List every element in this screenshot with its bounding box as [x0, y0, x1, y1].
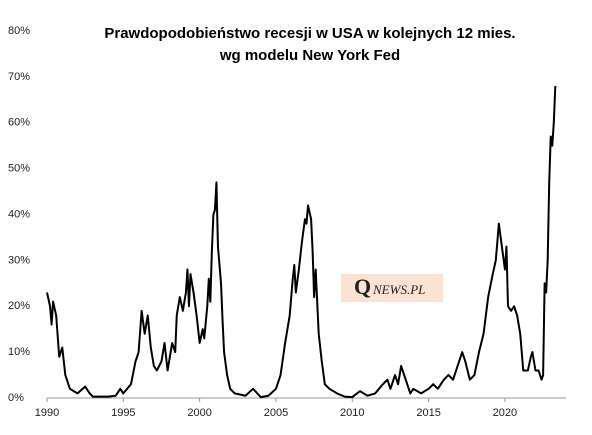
y-tick-label: 60%: [8, 117, 30, 129]
logo: NEWS.PL: [372, 282, 425, 297]
logo-box: [341, 274, 443, 302]
y-tick-label: 70%: [8, 71, 30, 83]
line-series: [46, 86, 557, 399]
logo: Q: [354, 274, 371, 299]
y-tick-label: 50%: [8, 163, 30, 175]
y-tick-label: 0%: [8, 392, 24, 404]
x-tick-label: 1990: [35, 407, 59, 419]
x-tick-label: 1995: [111, 407, 135, 419]
x-tick-label: 2005: [264, 407, 288, 419]
y-tick-label: 80%: [8, 25, 30, 37]
chart-title: Prawdopodobieństwo recesji w USA w kolej…: [104, 25, 515, 42]
y-tick-label: 30%: [8, 254, 30, 266]
x-tick-label: 2010: [340, 407, 364, 419]
y-tick-label: 10%: [8, 346, 30, 358]
y-tick-label: 40%: [8, 208, 30, 220]
x-tick-label: 2020: [493, 407, 517, 419]
x-tick-label: 2000: [187, 407, 211, 419]
chart-title: wg modelu New York Fed: [219, 47, 400, 64]
x-tick-label: 2015: [416, 407, 440, 419]
y-tick-label: 20%: [8, 300, 30, 312]
